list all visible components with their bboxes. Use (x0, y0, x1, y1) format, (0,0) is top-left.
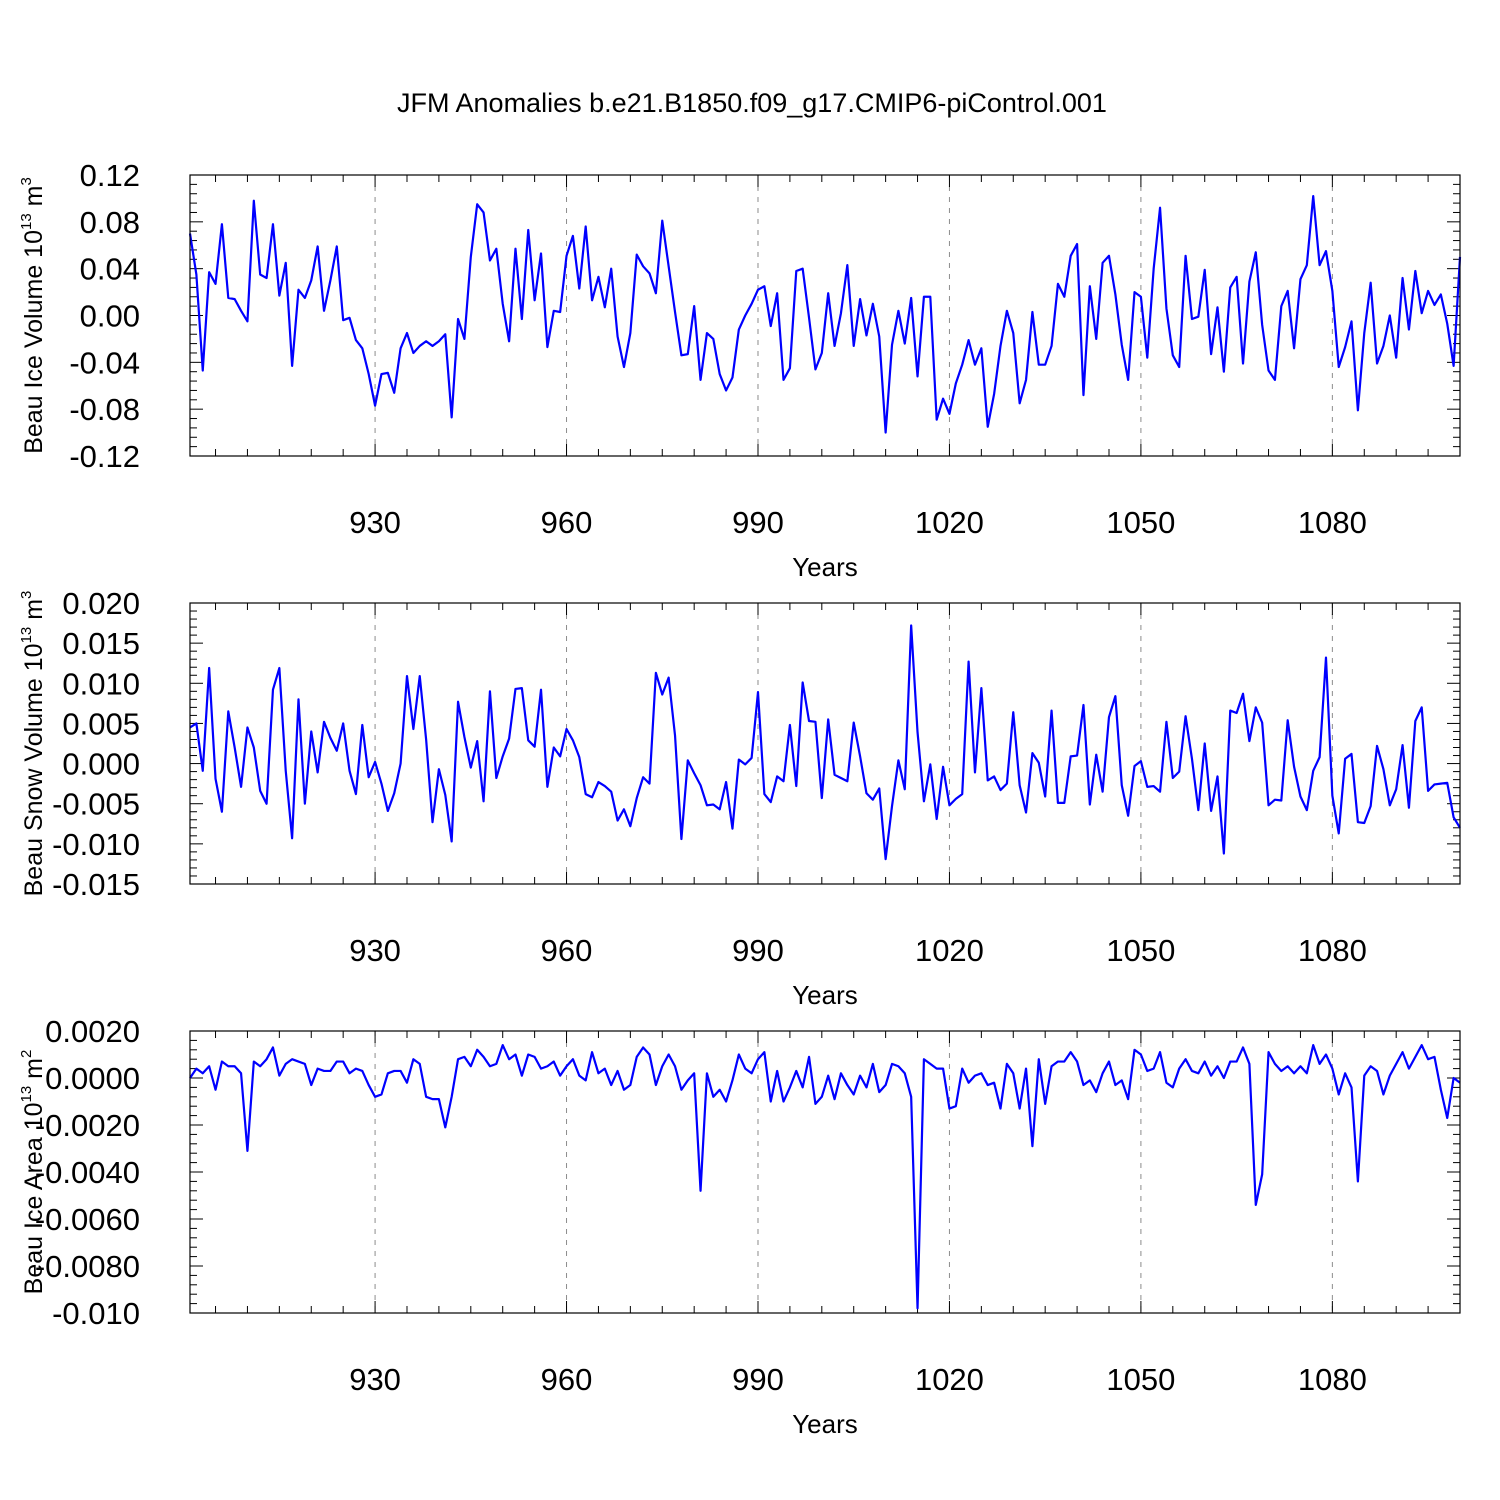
x-tick-label: 960 (541, 933, 593, 968)
y-tick-label: -0.010 (52, 1296, 140, 1331)
y-axis-label-unit: m (20, 186, 48, 214)
panel-ice-volume: -0.12 -0.08 -0.04 0.00 0.04 0.08 0.12 930 960 990… (18, 158, 1462, 582)
x-tick-label: 1080 (1298, 933, 1367, 968)
panel-ice-area: -0.010 -0.0080 -0.0060 -0.0040 -0.0020 0.0000… (18, 1014, 1461, 1439)
x-tick-label: 990 (732, 505, 784, 540)
x-axis-label: Years (792, 552, 858, 582)
y-axis-label-unit-exponent: 3 (18, 177, 35, 185)
y-tick-label: 0.0000 (45, 1061, 140, 1096)
x-tick-label: 930 (349, 505, 401, 540)
y-axis-label: Beau Ice Area 1013 m2 (18, 1050, 48, 1295)
y-axis-label-text: Beau Snow Volume 10 (20, 643, 48, 896)
y-tick-label: 0.08 (80, 205, 140, 240)
y-tick-label: -0.08 (69, 392, 140, 427)
y-axis-label-text: Beau Ice Area 10 (20, 1103, 48, 1295)
chart-title: JFM Anomalies b.e21.B1850.f09_g17.CMIP6-… (397, 88, 1107, 118)
x-tick-label: 930 (349, 933, 401, 968)
y-tick-label: 0.010 (62, 666, 140, 701)
y-tick-label: 0.04 (80, 252, 140, 287)
y-tick-label: 0.005 (62, 706, 140, 741)
y-axis-label: Beau Ice Volume 1013 m3 (18, 177, 48, 454)
x-axis-label: Years (792, 1409, 858, 1439)
y-tick-label: -0.0080 (35, 1249, 140, 1284)
x-axis-label: Years (792, 980, 858, 1010)
y-tick-label: -0.0040 (35, 1155, 140, 1190)
y-tick-label: -0.12 (69, 439, 140, 474)
plot-frame (189, 602, 1461, 885)
x-tick-label: 1080 (1298, 505, 1367, 540)
y-axis-label-unit: m (20, 599, 48, 627)
y-tick-label: 0.020 (62, 586, 140, 621)
x-tick-label: 960 (541, 1362, 593, 1397)
x-tick-label: 1020 (915, 505, 984, 540)
y-tick-label: 0.000 (62, 747, 140, 782)
y-tick-label: 0.0020 (45, 1014, 140, 1049)
y-tick-label: 0.00 (80, 299, 140, 334)
y-axis-label-exponent: 13 (18, 627, 35, 644)
y-axis-label-text: Beau Ice Volume 10 (20, 230, 48, 454)
y-tick-label: -0.010 (52, 827, 140, 862)
y-tick-label: -0.015 (52, 867, 140, 902)
x-tick-label: 960 (541, 505, 593, 540)
y-tick-label: -0.0060 (35, 1202, 140, 1237)
y-tick-label: -0.005 (52, 787, 140, 822)
series-line (188, 194, 1462, 434)
x-tick-label: 1050 (1106, 1362, 1175, 1397)
series-line (189, 1043, 1461, 1310)
x-tick-label: 990 (732, 933, 784, 968)
plot-frame (189, 1030, 1461, 1314)
y-tick-label: -0.04 (69, 345, 140, 380)
x-tick-label: 1050 (1106, 505, 1175, 540)
y-tick-label: 0.12 (80, 158, 140, 193)
x-tick-label: 1080 (1298, 1362, 1367, 1397)
x-tick-label: 1020 (915, 933, 984, 968)
x-tick-label: 930 (349, 1362, 401, 1397)
y-tick-label: -0.0020 (35, 1108, 140, 1143)
series-line (189, 624, 1461, 861)
x-tick-label: 990 (732, 1362, 784, 1397)
x-tick-label: 1020 (915, 1362, 984, 1397)
y-axis-label-exponent: 13 (18, 213, 35, 230)
y-tick-label: 0.015 (62, 626, 140, 661)
y-axis-label-exponent: 13 (18, 1086, 35, 1103)
y-axis-label-unit-exponent: 2 (18, 1050, 35, 1058)
plot-frame (189, 174, 1461, 457)
panel-snow-volume: -0.015 -0.010 -0.005 0.000 0.005 0.010 0.015 0.… (18, 586, 1461, 1010)
x-tick-label: 1050 (1106, 933, 1175, 968)
y-axis-label-unit-exponent: 3 (18, 591, 35, 599)
y-axis-label: Beau Snow Volume 1013 m3 (18, 591, 48, 897)
y-axis-label-unit: m (20, 1058, 48, 1086)
